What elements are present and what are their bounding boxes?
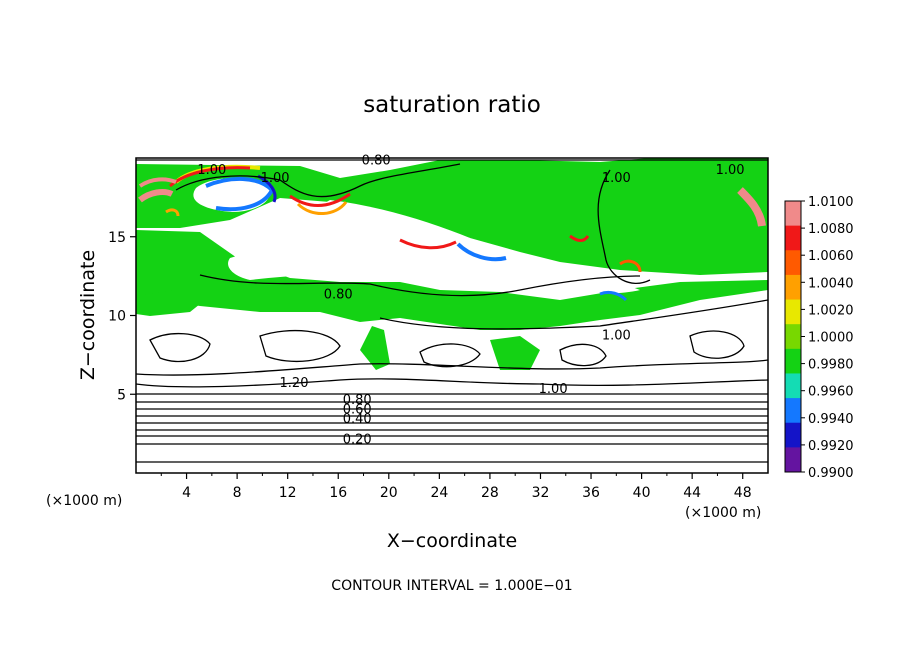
colorbar-segment <box>785 447 801 473</box>
x-axis-label: X−coordinate <box>387 530 517 552</box>
contour-1.20 <box>136 378 768 388</box>
heatmap-field <box>136 158 768 473</box>
x-tick-label: 12 <box>279 485 297 501</box>
contour-label: 1.00 <box>716 163 745 178</box>
contour-1.00-mid <box>199 274 641 297</box>
colorbar-tick-label: 1.0000 <box>808 331 854 346</box>
rim-pink-2 <box>138 177 177 188</box>
rim-red-5 <box>569 234 590 242</box>
colorbar-segment <box>785 422 801 448</box>
z-unit-label: (×1000 m) <box>685 505 761 521</box>
x-tick-label: 48 <box>734 485 752 501</box>
colorbar-segment <box>785 274 801 301</box>
contour-1.00-right <box>597 169 651 284</box>
subsat-core-2 <box>228 235 640 294</box>
x-tick-label: 32 <box>532 485 550 501</box>
colorbar-segment <box>785 373 801 399</box>
x-unit-label: (×1000 m) <box>46 493 122 509</box>
contour-interval-note: CONTOUR INTERVAL = 1.000E−01 <box>331 578 572 594</box>
colorbar-tick-label: 1.0080 <box>808 222 854 237</box>
colorbar-segment <box>785 398 801 424</box>
x-tick-label: 44 <box>683 485 701 501</box>
contour-cell-2 <box>259 329 341 363</box>
rim-orange-1 <box>296 201 348 215</box>
contour-label: 0.60 <box>343 403 372 418</box>
colorbar-segment <box>785 250 801 276</box>
rim-pink-1 <box>138 189 174 203</box>
supersat-patch-low <box>360 326 390 370</box>
rim-red-3 <box>399 238 457 250</box>
colorbar-segment <box>785 324 801 350</box>
contour-label: 0.80 <box>324 288 353 303</box>
colorbar-tick-label: 0.9980 <box>808 358 854 373</box>
contour-label: 1.00 <box>602 329 631 344</box>
contour-label: 1.00 <box>261 171 290 186</box>
contour-1.00-upper <box>175 163 461 198</box>
subsat-core-3 <box>325 200 470 241</box>
contour-cell-3 <box>419 343 481 368</box>
colorbar-tick-label: 0.9920 <box>808 439 854 454</box>
colorbar-tick-label: 0.9940 <box>808 412 854 427</box>
colorbar-segment <box>785 348 801 374</box>
colorbar-tick-label: 1.0020 <box>808 303 854 318</box>
colorbar-segment <box>785 225 801 251</box>
contour-cell-1 <box>149 332 211 363</box>
contour-1.00-low <box>379 299 768 330</box>
contour-lines <box>136 159 768 463</box>
contour-label: 1.00 <box>539 382 568 397</box>
contour-label: 1.00 <box>602 171 631 186</box>
colorbar: 1.0100 1.0080 1.0060 1.0040 1.0020 1.0000 0.99… <box>784 195 854 481</box>
colorbar-tick-label: 1.0100 <box>808 195 854 210</box>
x-tick-label: 20 <box>380 485 398 501</box>
y-axis-ticks: 5 10 15 <box>108 230 136 403</box>
rim-blue-2 <box>456 242 507 262</box>
x-axis-ticks: 4 8 12 16 20 24 28 32 36 40 44 48 <box>160 473 752 501</box>
x-tick-label: 16 <box>329 485 347 501</box>
contour-cell-4 <box>559 343 607 367</box>
colorbar-tick-label: 0.9900 <box>808 466 854 481</box>
contour-label: 0.80 <box>343 393 372 408</box>
rim-red-2 <box>289 192 351 208</box>
x-tick-label: 28 <box>481 485 499 501</box>
x-tick-label: 8 <box>233 485 242 501</box>
supersat-patch-low-2 <box>490 336 540 370</box>
chart-title: saturation ratio <box>363 92 541 118</box>
rim-blue-3 <box>599 290 628 302</box>
rim-orange-2 <box>165 208 180 217</box>
y-axis-label: Z−coordinate <box>77 250 99 380</box>
rim-red-4 <box>737 187 766 227</box>
contour-label: 0.40 <box>343 412 372 427</box>
contour-label: 0.20 <box>343 433 372 448</box>
y-tick-label: 10 <box>108 309 126 325</box>
contour-label: 1.00 <box>197 163 226 178</box>
rim-red-6 <box>619 259 642 273</box>
supersat-patch-low-3 <box>136 290 205 316</box>
colorbar-segment <box>785 201 801 227</box>
x-tick-label: 24 <box>430 485 448 501</box>
colorbar-tick-label: 1.0040 <box>808 276 854 291</box>
colorbar-segment <box>785 299 801 325</box>
colorbar-tick-label: 1.0060 <box>808 249 854 264</box>
x-tick-label: 4 <box>182 485 191 501</box>
contour-1.10 <box>136 359 768 376</box>
colorbar-tick-label: 0.9960 <box>808 385 854 400</box>
contour-label: 1.20 <box>280 376 309 391</box>
x-tick-label: 36 <box>582 485 600 501</box>
contour-cell-5 <box>689 330 745 359</box>
contour-label: 0.80 <box>362 154 391 169</box>
subsat-core-1 <box>193 177 271 212</box>
y-tick-label: 5 <box>117 387 126 403</box>
supersat-band-middle <box>136 230 768 330</box>
x-tick-label: 40 <box>633 485 651 501</box>
y-tick-label: 15 <box>108 230 126 246</box>
supersat-band-upper <box>136 158 768 275</box>
